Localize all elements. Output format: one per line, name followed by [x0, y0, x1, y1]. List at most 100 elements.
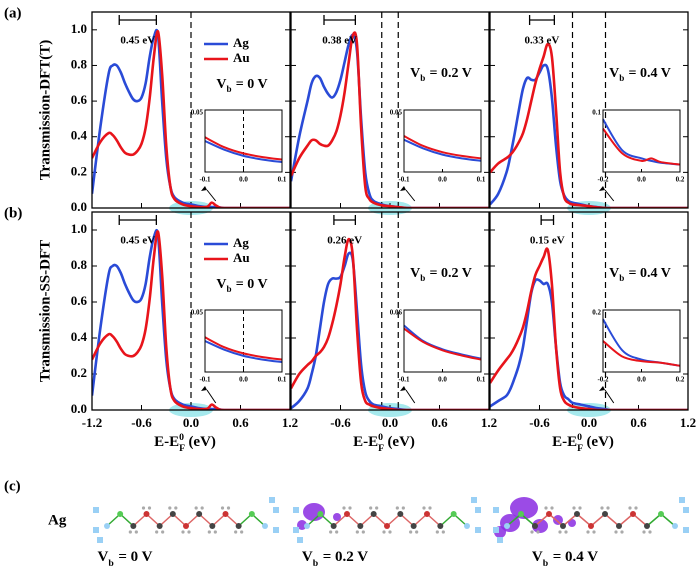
orbital-lobe	[510, 497, 538, 519]
end-group	[93, 507, 99, 513]
bias-caption-rest: = 0.2 V	[323, 549, 369, 565]
bias-caption-main: V	[532, 549, 543, 565]
inset-x-tick-label: 0.0	[438, 376, 447, 384]
bias-caption-main: V	[98, 549, 109, 565]
gap-label: 0.26 eV	[327, 235, 362, 247]
hydrogen	[550, 506, 554, 510]
end-group	[293, 507, 299, 513]
series-line	[291, 251, 489, 410]
end-group	[273, 527, 279, 533]
hydrogen	[200, 506, 204, 510]
atom	[384, 523, 390, 529]
inset-line	[403, 138, 482, 162]
atom	[196, 511, 203, 517]
hydrogen	[174, 506, 178, 510]
bond	[618, 513, 634, 527]
bias-caption-sub: b	[313, 558, 319, 569]
bond	[548, 513, 564, 527]
hydrogen	[409, 530, 413, 534]
orbital-lobe	[333, 513, 341, 521]
inset-line	[602, 118, 681, 166]
inset-y-tick-label: 0.05	[390, 109, 403, 117]
x-tick-label: -0.6	[529, 415, 550, 430]
x-axis-label-rest: (eV)	[387, 434, 414, 450]
plot-frame	[290, 11, 490, 209]
atom	[616, 523, 622, 529]
legend-label: Ag	[233, 35, 249, 50]
inset-y-tick-label: 0.06	[390, 309, 403, 317]
gap-label: 0.38 eV	[322, 35, 357, 47]
bias-label-sub: b	[420, 73, 425, 83]
x-tick-label: 0.0	[382, 415, 398, 430]
hydrogen	[147, 506, 152, 510]
bond	[576, 513, 592, 527]
y-tick-label: 0.0	[71, 401, 87, 416]
orbital-lobe	[532, 519, 548, 533]
plot-frame	[91, 11, 291, 209]
atom	[183, 523, 189, 529]
inset-arrowhead	[599, 186, 605, 191]
atom	[644, 523, 650, 529]
inset-line	[403, 327, 482, 361]
y-tick-label: 0.2	[71, 163, 87, 178]
x-axis-label-main: E-E	[154, 434, 179, 450]
bias-caption: Vb = 0 V	[98, 549, 153, 568]
plot-frame	[91, 211, 291, 411]
inset-line	[403, 135, 482, 160]
end-group	[475, 527, 481, 533]
bias-caption-main: V	[302, 549, 313, 565]
hydrogen	[155, 530, 159, 534]
hydrogen	[620, 530, 624, 534]
inset-x-tick-label: 0.2	[676, 176, 685, 184]
plot-frame	[489, 211, 689, 411]
gap-label: 0.45 eV	[120, 35, 155, 47]
y-tick-label: 0.0	[71, 199, 87, 214]
bond	[604, 513, 620, 527]
hydrogen	[348, 506, 352, 510]
hydrogen	[415, 530, 419, 534]
panel-label: (a)	[4, 5, 22, 21]
bond	[562, 513, 578, 527]
legend-label: Au	[233, 50, 250, 65]
inset-x-tick-label: 0.1	[278, 376, 287, 384]
bias-label-main: V	[410, 266, 420, 281]
inset-arrow	[405, 189, 416, 202]
atom	[410, 523, 417, 529]
inset-y-tick-label: 0.1	[592, 109, 601, 117]
hydrogen	[161, 530, 165, 534]
hydrogen	[388, 530, 392, 534]
atom	[117, 511, 124, 517]
hydrogen	[181, 530, 185, 534]
atom	[344, 511, 350, 517]
atom	[532, 523, 538, 529]
end-group	[471, 497, 477, 503]
y-tick-label: 0.8	[71, 56, 88, 71]
hydrogen	[544, 506, 548, 510]
x-axis-label: E-EF0 (eV)	[552, 432, 614, 454]
hydrogen	[422, 506, 426, 510]
bias-label: Vb = 0.4 V	[609, 66, 671, 83]
x-tick-label: 1.2	[481, 415, 497, 430]
bond	[590, 513, 606, 527]
inset-line	[204, 140, 283, 164]
plot-frame	[290, 211, 490, 411]
bias-caption-sub: b	[108, 558, 114, 569]
molecule-label: Ag	[48, 512, 67, 528]
hydrogen	[355, 530, 359, 534]
atom	[235, 523, 242, 529]
molecule	[93, 497, 279, 543]
bias-label: Vb = 0.2 V	[410, 266, 472, 283]
y-tick-label: 0.4	[71, 128, 88, 143]
hydrogen	[572, 506, 576, 510]
atom	[658, 511, 664, 517]
hydrogen	[194, 506, 198, 510]
atom	[630, 511, 636, 517]
hydrogen	[536, 530, 540, 534]
x-axis-label-main: E-E	[552, 434, 577, 450]
hydrogen	[375, 506, 379, 510]
bond	[632, 513, 648, 527]
inset-arrow	[604, 189, 615, 202]
bias-label-rest: = 0 V	[236, 277, 268, 292]
end-group	[293, 527, 299, 533]
x-tick-label: 1.2	[282, 415, 298, 430]
